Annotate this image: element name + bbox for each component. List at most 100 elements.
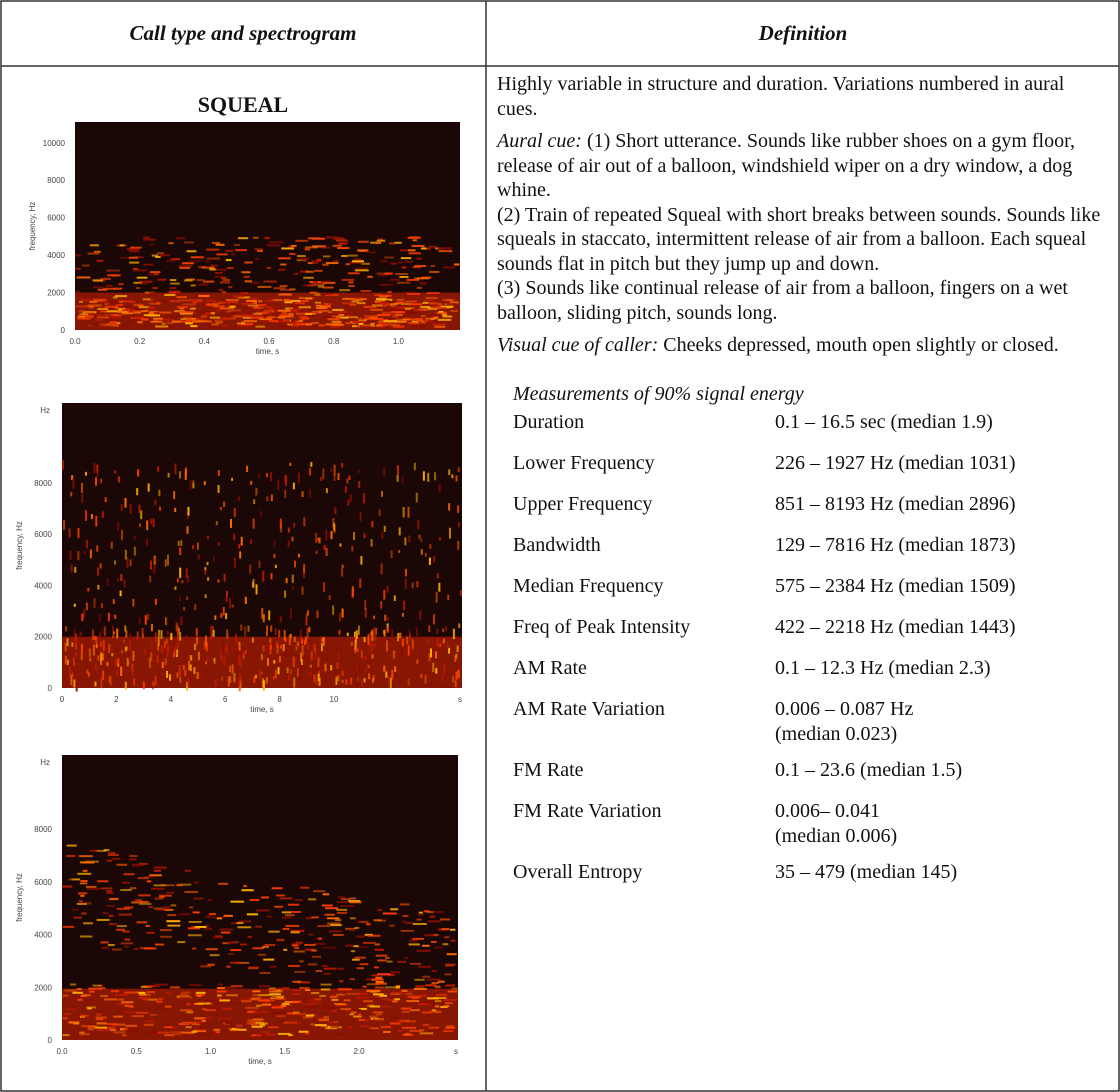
energy	[111, 652, 114, 657]
energy	[259, 319, 274, 322]
energy	[66, 844, 77, 847]
energy	[155, 255, 161, 258]
energy	[346, 316, 358, 319]
energy	[237, 237, 249, 240]
energy	[229, 665, 232, 673]
energy	[276, 987, 288, 990]
energy	[421, 247, 427, 250]
energy	[77, 527, 80, 539]
energy	[176, 672, 179, 678]
energy	[301, 317, 310, 320]
energy	[144, 615, 147, 625]
energy	[134, 256, 144, 259]
energy	[305, 270, 314, 273]
energy	[390, 303, 399, 306]
energy	[203, 640, 206, 650]
energy	[349, 897, 356, 900]
energy	[407, 645, 410, 656]
energy	[255, 925, 262, 928]
energy	[112, 635, 115, 639]
energy	[310, 291, 317, 294]
energy	[206, 999, 219, 1002]
energy	[401, 989, 408, 992]
energy	[291, 989, 302, 992]
energy	[314, 301, 322, 304]
energy	[114, 560, 117, 565]
energy	[67, 1006, 77, 1009]
energy	[437, 303, 443, 306]
energy	[230, 900, 245, 903]
energy	[81, 861, 95, 864]
energy	[147, 613, 150, 620]
energy	[231, 1003, 239, 1006]
energy	[94, 318, 103, 321]
energy	[73, 679, 76, 688]
energy	[265, 473, 268, 478]
energy	[294, 947, 300, 950]
energy	[152, 287, 158, 290]
energy	[377, 909, 383, 912]
energy	[196, 317, 207, 320]
energy	[434, 325, 446, 328]
energy	[149, 243, 155, 246]
energy	[154, 866, 167, 869]
energy	[210, 264, 219, 267]
energy	[358, 946, 368, 949]
energy	[216, 253, 228, 256]
energy	[283, 630, 286, 641]
energy	[360, 920, 369, 923]
energy	[351, 640, 354, 652]
energy	[381, 998, 391, 1001]
energy	[225, 259, 232, 262]
energy	[300, 659, 303, 666]
energy	[180, 993, 189, 996]
energy	[363, 636, 366, 643]
energy	[266, 915, 272, 918]
energy	[334, 1002, 346, 1005]
energy	[446, 302, 458, 305]
energy	[437, 301, 447, 304]
energy	[231, 253, 236, 256]
energy	[348, 900, 361, 903]
energy	[351, 588, 354, 598]
y-tick-label: 0	[48, 684, 53, 693]
energy	[204, 312, 212, 315]
energy	[118, 300, 133, 303]
energy	[364, 668, 367, 673]
energy	[304, 297, 313, 300]
energy	[273, 660, 276, 664]
energy	[435, 667, 438, 674]
energy	[392, 315, 399, 318]
energy	[223, 986, 235, 989]
energy	[379, 323, 390, 326]
energy	[358, 992, 368, 995]
energy	[209, 316, 221, 319]
energy	[235, 633, 238, 643]
energy	[368, 654, 371, 666]
energy	[371, 978, 384, 981]
energy	[145, 1020, 155, 1023]
energy	[375, 976, 383, 979]
energy	[298, 1030, 309, 1033]
energy	[161, 645, 164, 653]
energy	[319, 309, 330, 312]
energy	[352, 325, 360, 328]
energy	[305, 323, 313, 326]
energy	[405, 260, 413, 263]
energy	[218, 1017, 233, 1020]
energy	[309, 489, 312, 498]
energy	[347, 1009, 362, 1012]
energy	[147, 1031, 161, 1034]
energy	[226, 965, 231, 968]
energy	[157, 1031, 170, 1034]
energy	[276, 644, 279, 654]
energy	[166, 554, 169, 566]
energy	[93, 635, 96, 640]
energy	[340, 898, 351, 901]
energy	[109, 1028, 117, 1031]
energy	[433, 306, 442, 309]
energy	[263, 958, 275, 961]
energy	[229, 311, 238, 314]
measurement-value: 851 – 8193 Hz (median 2896)	[775, 492, 1016, 522]
energy	[73, 627, 76, 638]
